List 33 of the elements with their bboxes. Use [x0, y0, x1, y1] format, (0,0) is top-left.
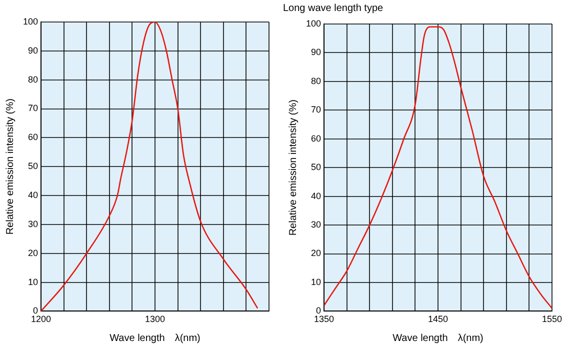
y-axis-title: Relative emission intensity (%): [288, 100, 299, 236]
y-tick-label: 80: [28, 74, 38, 84]
y-tick-label: 100: [306, 18, 322, 28]
y-tick-label: 50: [28, 161, 38, 172]
x-tick-label: 1200: [31, 314, 52, 324]
y-tick-label: 60: [28, 132, 38, 142]
y-tick-label: 60: [311, 133, 322, 144]
y-tick-label: 10: [28, 276, 38, 287]
y-axis-title: Relative emission intensity (%): [4, 98, 16, 235]
y-tick-label: 100: [22, 16, 38, 26]
y-tick-label: 20: [311, 248, 322, 258]
y-tick-label: 70: [311, 104, 322, 115]
y-tick-label: 0: [316, 306, 322, 316]
chart-title: Long wave length type: [283, 2, 384, 14]
y-tick-label: 0: [33, 306, 38, 316]
y-tick-label: 50: [311, 162, 322, 172]
y-tick-label: 10: [311, 276, 322, 287]
y-tick-label: 20: [28, 248, 38, 258]
y-tick-label: 40: [311, 190, 322, 201]
y-tick-label: 40: [28, 190, 38, 200]
y-tick-label: 80: [311, 76, 322, 86]
y-tick-label: 30: [311, 220, 322, 230]
x-axis-title: Wave length λ(nm): [110, 332, 200, 344]
y-tick-label: 90: [311, 47, 322, 58]
y-tick-label: 30: [28, 218, 38, 229]
line-series: [324, 26, 552, 309]
x-tick-label: 1300: [144, 314, 166, 324]
y-tick-label: 70: [28, 103, 38, 114]
y-tick-label: 90: [28, 45, 38, 56]
x-tick-label: 1450: [428, 314, 448, 324]
x-axis-title: Wave length λ(nm): [392, 332, 484, 344]
x-tick-label: 1550: [542, 314, 562, 324]
x-tick-label: 1350: [314, 314, 334, 324]
